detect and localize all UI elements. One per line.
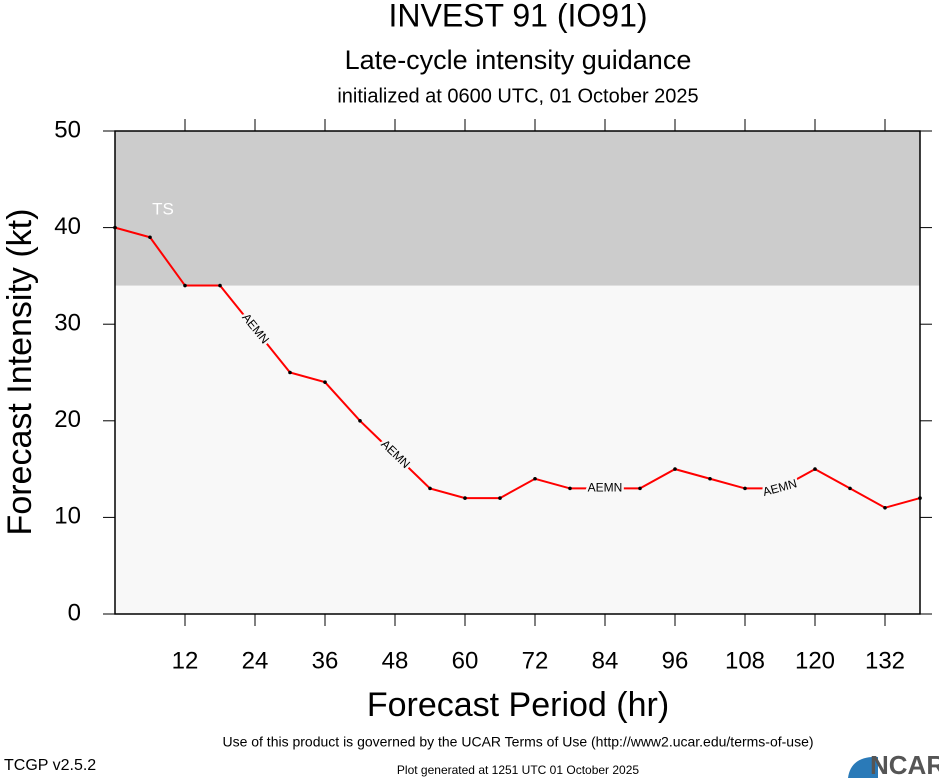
data-point [603, 486, 607, 491]
data-point [708, 476, 712, 481]
data-point [778, 486, 782, 491]
y-tick-label: 10 [54, 503, 81, 530]
data-point [428, 486, 432, 491]
init-time: initialized at 0600 UTC, 01 October 2025 [337, 85, 698, 107]
x-tick-label: 84 [592, 647, 619, 674]
data-point [673, 467, 677, 471]
chart-subtitle: Late-cycle intensity guidance [345, 45, 692, 75]
x-tick-label: 36 [312, 647, 339, 674]
logo-mark [848, 756, 878, 778]
y-axis-label: Forecast Intensity (kt) [1, 209, 39, 536]
data-point [743, 486, 747, 491]
series-line [114, 226, 921, 509]
data-point [218, 283, 222, 288]
data-point [393, 452, 397, 457]
data-point [148, 235, 152, 240]
data-point [918, 496, 922, 500]
intensity-band [115, 131, 920, 286]
series-label: AEMN [588, 481, 623, 495]
generated: Plot generated at 1251 UTC 01 October 20… [397, 763, 639, 777]
y-tick-label: 40 [54, 213, 81, 240]
plot-frame [114, 130, 921, 615]
data-point [498, 496, 502, 500]
data-point [463, 496, 467, 500]
y-tick-label: 0 [68, 599, 81, 626]
x-tick-label: 72 [522, 647, 549, 674]
x-tick-label: 60 [452, 647, 479, 674]
band-label: TS [152, 199, 174, 218]
data-point [288, 370, 292, 375]
x-tick-label: 96 [662, 647, 689, 674]
data-point [253, 327, 257, 331]
data-point [533, 476, 537, 481]
data-point [848, 486, 852, 491]
data-point [883, 505, 887, 510]
x-tick-label: 12 [172, 647, 199, 674]
data-point [568, 486, 572, 491]
y-tick-label: 20 [54, 406, 81, 433]
data-point [358, 419, 362, 423]
data-point [113, 225, 117, 230]
x-tick-label: 132 [865, 647, 905, 674]
x-tick-label: 120 [795, 647, 835, 674]
version: TCGP v2.5.2 [4, 757, 96, 774]
y-tick-label: 50 [54, 116, 81, 143]
x-axis-label: Forecast Period (hr) [367, 686, 669, 724]
chart-title: INVEST 91 (IO91) [388, 0, 647, 33]
data-point [638, 486, 642, 491]
data-point [323, 380, 327, 384]
data-point [183, 283, 187, 288]
y-tick-label: 30 [54, 310, 81, 337]
x-tick-label: 48 [382, 647, 409, 674]
x-tick-label: 108 [725, 647, 765, 674]
logo: NCAR [870, 750, 939, 780]
terms: Use of this product is governed by the U… [222, 734, 813, 750]
x-tick-label: 24 [242, 647, 269, 674]
data-point [813, 467, 817, 471]
